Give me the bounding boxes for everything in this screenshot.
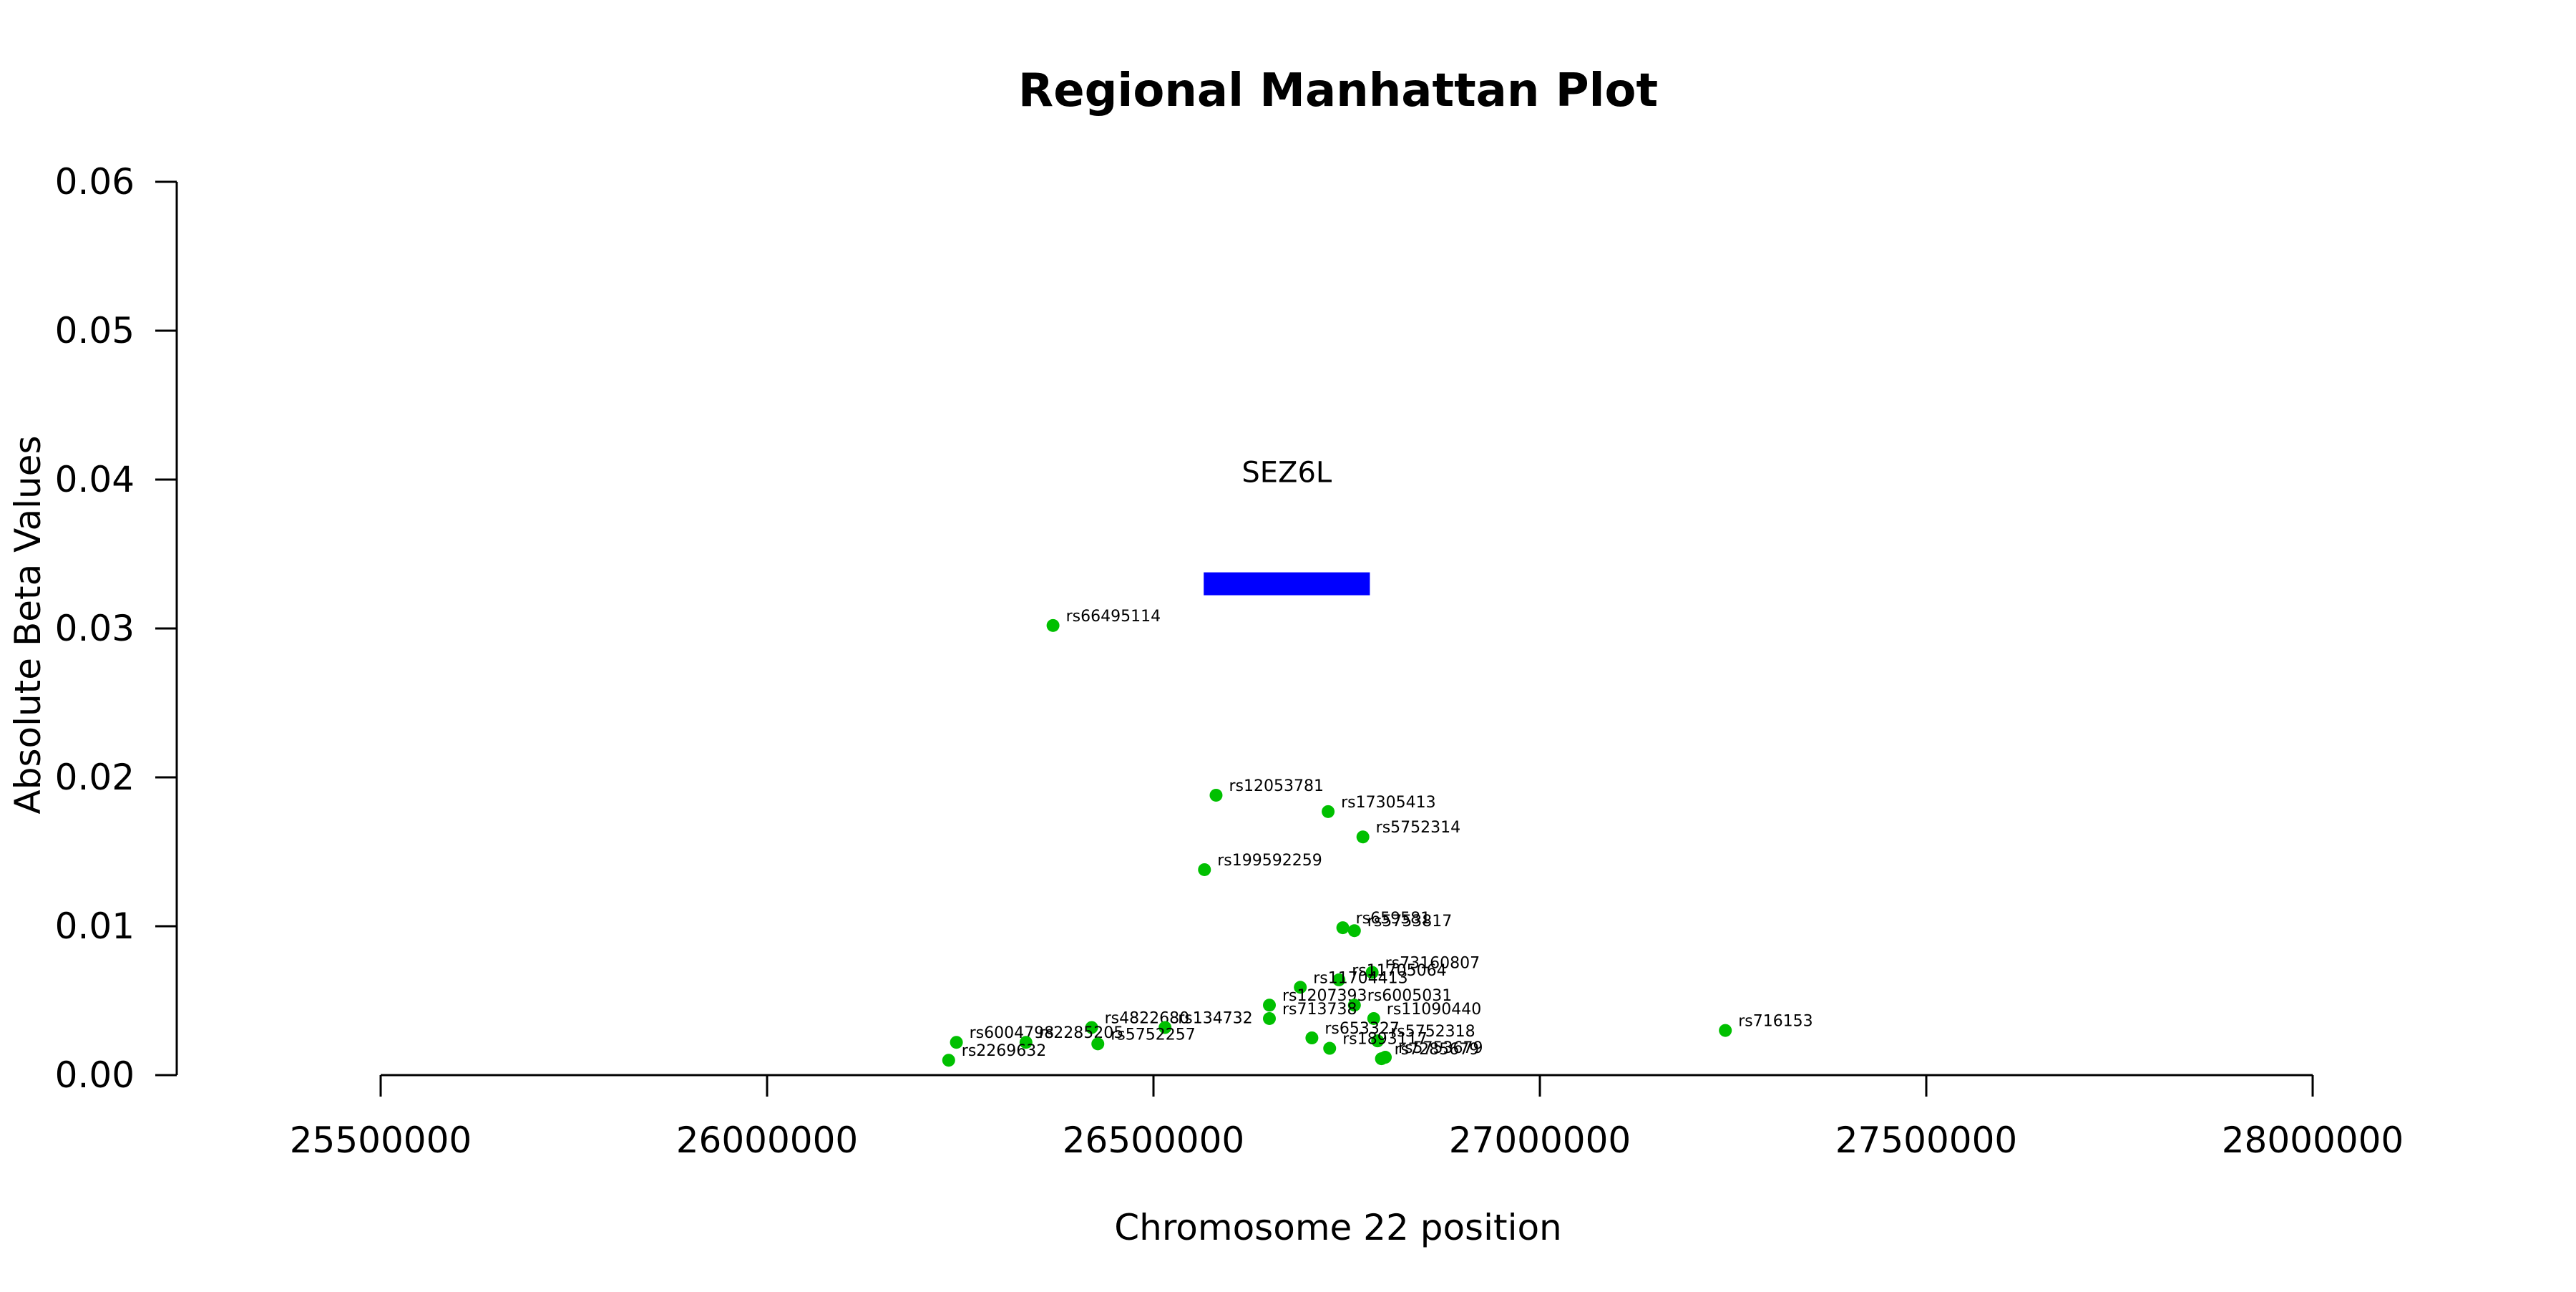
snp-point <box>1046 618 1060 632</box>
snp-point <box>1091 1037 1105 1051</box>
snp-label: rs653327 <box>1324 1020 1400 1038</box>
snp-label: rs716153 <box>1738 1013 1813 1031</box>
snp-point <box>1375 1052 1388 1066</box>
snp-point <box>950 1036 963 1049</box>
snp-label: rs6005031 <box>1367 987 1453 1005</box>
snp-label: rs199592259 <box>1217 852 1322 870</box>
snp-point <box>1347 999 1361 1012</box>
snp-label: rs12053781 <box>1229 777 1323 795</box>
snp-point <box>1198 863 1211 876</box>
snp-point <box>1719 1024 1732 1037</box>
y-tick-label: 0.06 <box>55 161 135 203</box>
snp-point <box>1158 1021 1172 1034</box>
x-tick-label: 27500000 <box>1835 1119 2018 1161</box>
y-tick-label: 0.00 <box>55 1054 135 1096</box>
x-axis-title: Chromosome 22 position <box>1114 1207 1562 1248</box>
snp-label: rs11704413 <box>1313 969 1407 987</box>
snp-point <box>1322 805 1335 818</box>
x-tick-label: 27000000 <box>1449 1119 1631 1161</box>
snp-point <box>1085 1021 1098 1034</box>
snp-label: rs17305413 <box>1341 794 1435 812</box>
snp-point <box>1347 924 1361 938</box>
snp-point <box>1209 788 1223 802</box>
snp-point <box>1263 999 1276 1012</box>
snp-label: rs134732 <box>1178 1009 1253 1027</box>
snp-point <box>1019 1036 1033 1049</box>
snp-point <box>1367 1011 1380 1025</box>
y-tick-label: 0.03 <box>55 608 135 649</box>
gene-label: SEZ6L <box>1241 457 1332 490</box>
axes: 0.00 0.01 0.02 0.03 0.04 0.05 0.06 25500000 2600… <box>55 161 2404 1161</box>
y-tick-label: 0.04 <box>55 459 135 500</box>
snp-label: rs2285205 <box>1039 1024 1124 1042</box>
gene-track: SEZ6L <box>1204 457 1370 596</box>
snp-label: rs1893117 <box>1342 1031 1428 1049</box>
snp-point <box>1263 1011 1276 1025</box>
snp-label: rs11090440 <box>1387 1001 1481 1019</box>
snp-label: rs6004798 <box>970 1024 1055 1042</box>
snp-point <box>1323 1041 1337 1055</box>
snp-label: rs5753679 <box>1398 1039 1483 1057</box>
snp-point <box>1356 830 1370 844</box>
snp-point <box>942 1054 955 1067</box>
snp-label: rs659581 <box>1356 910 1431 928</box>
y-tick-label: 0.01 <box>55 905 135 947</box>
y-tick-label: 0.02 <box>55 757 135 798</box>
snp-point <box>1371 1034 1385 1048</box>
snp-label: rs5752318 <box>1390 1023 1475 1041</box>
snp-label: rs7285679 <box>1395 1041 1480 1059</box>
x-tick-label: 25500000 <box>290 1119 472 1161</box>
snp-point <box>1336 921 1350 935</box>
snp-label: rs73160807 <box>1385 954 1480 972</box>
x-tick-label: 26500000 <box>1063 1119 1245 1161</box>
snp-point <box>1294 981 1307 994</box>
snp-label: rs5752314 <box>1376 819 1461 837</box>
x-tick-label: 26000000 <box>676 1119 859 1161</box>
x-tick-label: 28000000 <box>2222 1119 2404 1161</box>
snp-point <box>1305 1031 1319 1044</box>
chart-title: Regional Manhattan Plot <box>1018 64 1658 117</box>
data-points: rs66495114 rs12053781 rs17305413 rs5752314 r… <box>942 608 1813 1067</box>
snp-point <box>1332 973 1346 986</box>
snp-label: rs713738 <box>1282 1001 1357 1019</box>
snp-point <box>1365 966 1379 979</box>
snp-label: rs5753817 <box>1367 913 1453 931</box>
snp-label: rs11705064 <box>1352 962 1446 980</box>
y-axis-title: Absolute Beta Values <box>7 436 49 815</box>
gene-bar <box>1204 572 1370 596</box>
snp-label: rs66495114 <box>1066 608 1161 626</box>
snp-label: rs4822680 <box>1105 1009 1190 1027</box>
snp-label: rs5752257 <box>1111 1026 1196 1044</box>
snp-label: rs2269632 <box>962 1042 1047 1060</box>
y-tick-label: 0.05 <box>55 310 135 351</box>
